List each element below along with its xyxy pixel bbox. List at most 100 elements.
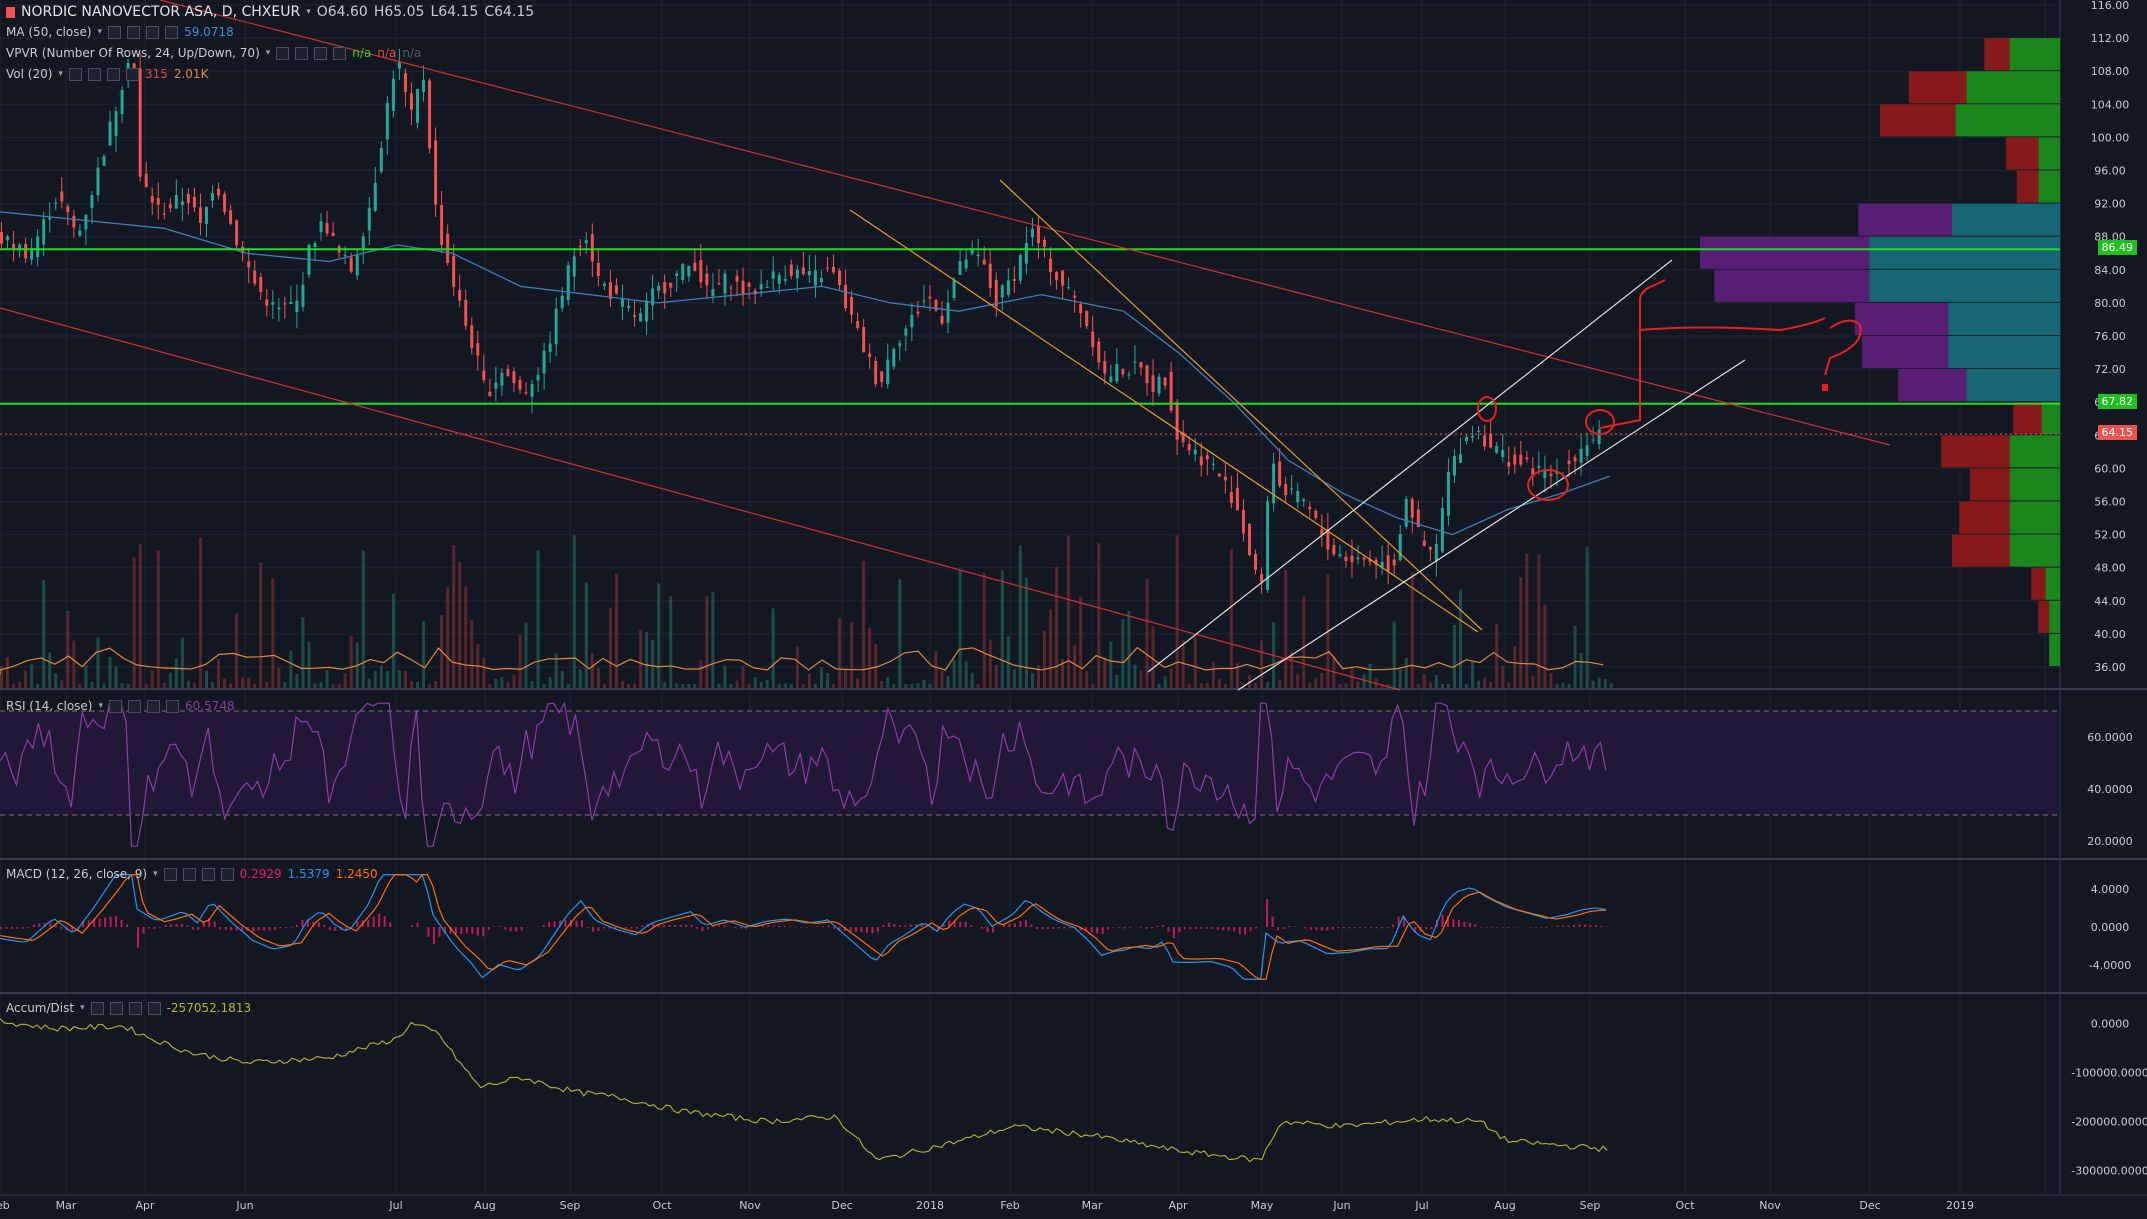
- chevron-down-icon[interactable]: ▾: [265, 48, 271, 58]
- settings-icon[interactable]: [109, 1001, 123, 1015]
- volume-bar: [1187, 683, 1191, 688]
- price-tick-label: 60.00: [2094, 462, 2126, 475]
- volume-bar: [48, 652, 52, 688]
- accum-dist-legend[interactable]: Accum/Dist ▾ -257052.1813: [6, 1001, 251, 1015]
- macd-histogram-bar: [586, 927, 589, 928]
- settings-icon[interactable]: [87, 67, 101, 81]
- volume-bar: [223, 678, 227, 688]
- candle-body: [289, 301, 293, 305]
- volume-bar: [566, 683, 570, 688]
- close-icon[interactable]: [128, 1001, 142, 1015]
- more-icon[interactable]: [333, 46, 347, 60]
- candle-body: [1049, 258, 1053, 273]
- candle-body: [1097, 341, 1101, 363]
- macd-histogram-bar: [1441, 914, 1444, 927]
- volume-bar: [982, 572, 986, 688]
- volume-bar: [850, 622, 854, 688]
- eye-icon[interactable]: [109, 699, 123, 713]
- close-icon[interactable]: [106, 67, 120, 81]
- volume-bar: [1320, 672, 1324, 688]
- volume-bar: [994, 665, 998, 688]
- volume-bar: [198, 537, 202, 688]
- more-icon[interactable]: [147, 1001, 161, 1015]
- settings-icon[interactable]: [128, 699, 142, 713]
- candle-body: [301, 284, 305, 307]
- candle-body: [663, 282, 667, 294]
- more-icon[interactable]: [166, 699, 180, 713]
- candle-body: [1459, 454, 1463, 463]
- volume-bar: [633, 683, 637, 688]
- eye-icon[interactable]: [276, 46, 290, 60]
- macd-histogram-bar: [1392, 924, 1395, 927]
- macd-histogram-bar: [696, 927, 699, 929]
- ma-legend[interactable]: MA (50, close) ▾ 59.0718: [6, 25, 234, 39]
- chevron-down-icon[interactable]: ▾: [58, 69, 63, 79]
- settings-icon[interactable]: [295, 46, 309, 60]
- macd-histogram-bar: [822, 926, 825, 927]
- settings-icon[interactable]: [182, 867, 196, 881]
- macd-legend[interactable]: MACD (12, 26, close, 9) ▾ 0.2929 1.5379 …: [6, 867, 378, 881]
- price-tick-label: 100.00: [2091, 131, 2130, 144]
- macd-histogram-bar: [1107, 927, 1110, 930]
- accum-dist-label[interactable]: Accum/Dist: [6, 1001, 75, 1015]
- vpvr-label[interactable]: VPVR (Number Of Rows, 24, Up/Down, 70): [6, 46, 260, 60]
- volume-bar: [1103, 657, 1107, 688]
- eye-icon[interactable]: [68, 67, 82, 81]
- macd-histogram-bar: [717, 925, 720, 927]
- ma-label[interactable]: MA (50, close): [6, 25, 92, 39]
- vp-up-bar: [1869, 236, 2060, 269]
- chevron-down-icon[interactable]: ▾: [97, 27, 103, 37]
- chevron-down-icon[interactable]: ▾: [80, 1003, 85, 1013]
- volume-legend[interactable]: Vol (20) ▾ 315 2.01K: [6, 67, 208, 81]
- rsi-legend[interactable]: RSI (14, close) ▾ 60.5748: [6, 699, 235, 713]
- volume-bar: [753, 677, 757, 688]
- volume-label[interactable]: Vol (20): [6, 67, 53, 81]
- macd-value: 0.2929: [239, 867, 282, 881]
- candle-body: [30, 250, 34, 260]
- candle-body: [1296, 490, 1300, 503]
- candle-body: [349, 257, 353, 272]
- candle-body: [687, 265, 691, 277]
- volume-bar: [1284, 569, 1288, 688]
- accum-dist-tick-label: -200000.0000: [2071, 1115, 2147, 1128]
- volume-bar: [1175, 535, 1179, 688]
- candle-body: [96, 167, 100, 196]
- eye-icon[interactable]: [163, 867, 177, 881]
- macd-histogram-bar: [1540, 927, 1543, 928]
- macd-label[interactable]: MACD (12, 26, close, 9): [6, 867, 148, 881]
- symbol-legend[interactable]: NORDIC NANOVECTOR ASA, D, CHXEUR ▾ O64.6…: [6, 4, 534, 20]
- candle-body: [1320, 529, 1324, 536]
- macd-histogram-bar: [230, 927, 233, 931]
- close-icon[interactable]: [201, 867, 215, 881]
- chevron-down-icon[interactable]: ▾: [98, 701, 104, 711]
- close-icon[interactable]: [146, 25, 160, 39]
- candle-body: [910, 314, 914, 328]
- macd-histogram-bar: [104, 917, 107, 927]
- close-icon[interactable]: [314, 46, 328, 60]
- more-icon[interactable]: [165, 25, 179, 39]
- eye-icon[interactable]: [90, 1001, 104, 1015]
- more-icon[interactable]: [125, 67, 139, 81]
- price-tick-label: 112.00: [2091, 32, 2130, 45]
- macd-histogram-bar: [1046, 927, 1049, 930]
- macd-histogram-bar: [1227, 927, 1230, 931]
- candle-body: [440, 205, 444, 245]
- settings-icon[interactable]: [127, 25, 141, 39]
- eye-icon[interactable]: [108, 25, 122, 39]
- volume-bar: [1067, 535, 1071, 688]
- rsi-label[interactable]: RSI (14, close): [6, 699, 93, 713]
- symbol-title[interactable]: NORDIC NANOVECTOR ASA, D, CHXEUR: [21, 4, 301, 20]
- candle-body: [229, 210, 233, 224]
- close-icon[interactable]: [147, 699, 161, 713]
- vp-up-bar: [2038, 170, 2060, 203]
- chevron-down-icon[interactable]: ▾: [153, 869, 158, 879]
- chevron-down-icon[interactable]: ▾: [306, 7, 311, 17]
- volume-bar: [524, 622, 528, 688]
- volume-bar: [976, 683, 980, 688]
- vpvr-legend[interactable]: VPVR (Number Of Rows, 24, Up/Down, 70) ▾…: [6, 46, 421, 60]
- price-tick-label: 40.00: [2094, 628, 2126, 641]
- more-icon[interactable]: [220, 867, 234, 881]
- volume-bar: [910, 683, 914, 688]
- candle-body: [192, 196, 196, 208]
